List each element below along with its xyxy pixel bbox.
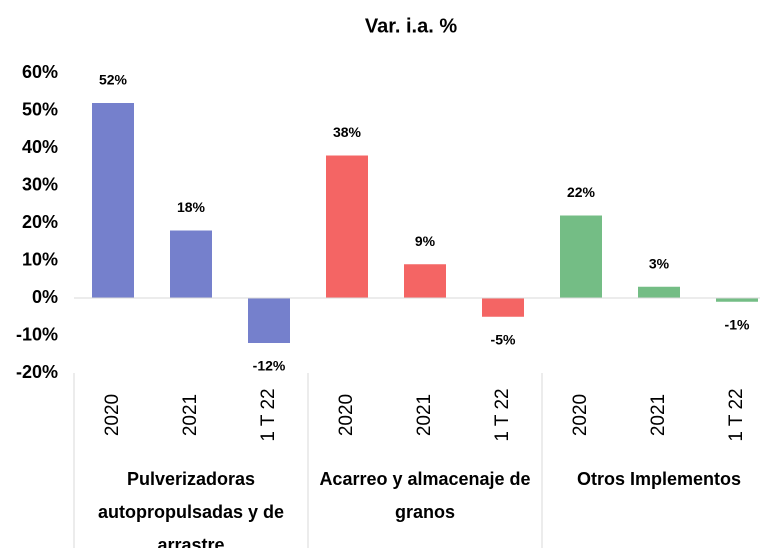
group-label: Pulverizadoras autopropulsadas y de arra… bbox=[97, 469, 285, 548]
data-label: 3% bbox=[649, 255, 670, 271]
bar bbox=[638, 286, 680, 298]
data-label: 22% bbox=[567, 184, 596, 200]
data-label: 38% bbox=[333, 124, 362, 140]
bar bbox=[716, 298, 758, 302]
bar bbox=[404, 264, 446, 298]
y-tick-label: 10% bbox=[22, 249, 58, 269]
y-tick-label: 20% bbox=[22, 212, 58, 232]
bar bbox=[170, 230, 212, 298]
y-tick-label: 50% bbox=[22, 99, 58, 119]
y-tick-label: -10% bbox=[16, 324, 58, 344]
bar bbox=[326, 155, 368, 298]
x-tick-label: 1 T 22 bbox=[258, 388, 279, 441]
data-label: -1% bbox=[725, 316, 750, 332]
data-label: -12% bbox=[253, 358, 286, 374]
y-tick-label: -20% bbox=[16, 362, 58, 382]
chart-title: Var. i.a. % bbox=[365, 15, 458, 37]
data-label: 9% bbox=[415, 233, 436, 249]
bar bbox=[560, 215, 602, 298]
bar bbox=[92, 103, 134, 298]
x-tick-label: 2021 bbox=[648, 394, 669, 436]
y-tick-label: 60% bbox=[22, 62, 58, 82]
y-tick-label: 40% bbox=[22, 137, 58, 157]
x-tick-label: 1 T 22 bbox=[726, 388, 747, 441]
group-label: Acarreo y almacenaje de granos bbox=[319, 469, 531, 522]
y-tick-label: 30% bbox=[22, 174, 58, 194]
data-label: -5% bbox=[491, 331, 516, 347]
bar bbox=[482, 298, 524, 317]
x-tick-label: 2021 bbox=[180, 394, 201, 436]
x-tick-label: 2020 bbox=[570, 394, 591, 436]
x-tick-label: 2021 bbox=[414, 394, 435, 436]
data-label: 18% bbox=[177, 199, 206, 215]
bar bbox=[248, 298, 290, 343]
x-tick-label: 1 T 22 bbox=[492, 388, 513, 441]
data-label: 52% bbox=[99, 72, 128, 88]
x-tick-label: 2020 bbox=[102, 394, 123, 436]
y-tick-label: 0% bbox=[32, 287, 58, 307]
x-tick-label: 2020 bbox=[336, 394, 357, 436]
group-label: Otros Implementos bbox=[576, 469, 742, 489]
